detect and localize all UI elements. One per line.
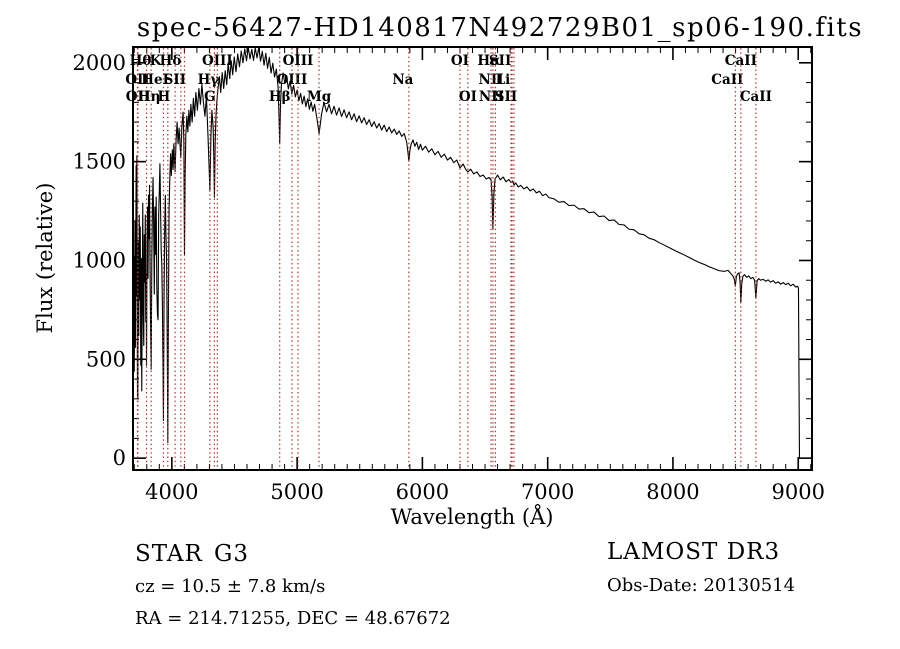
spectral-line-label-Hθ-3798: Hθ (130, 53, 152, 69)
spectral-line-label-Hδ-4101: Hδ (160, 53, 182, 69)
y-axis-title: Flux (relative) (33, 183, 57, 334)
y-tick-label: 1000 (73, 248, 126, 272)
spectral-line-label-G-4304: G (204, 89, 216, 105)
spectral-line-label-OI-6300: OI (451, 53, 469, 69)
spectral-line-label-CaII-8662: CaII (740, 89, 772, 105)
y-tick-label: 1500 (73, 150, 126, 174)
spectral-line-label-Hγ-4340: Hγ (198, 72, 220, 88)
spectral-line-label-SII-4072: SII (164, 72, 186, 88)
spectral-line-label-OI-6363: OI (459, 89, 477, 105)
spectral-line-label-OII-3729: OII (126, 89, 150, 105)
spectral-line-label-OIII-4959: OIII (277, 72, 308, 88)
y-tick-label: 0 (113, 446, 126, 470)
plot-frame (132, 46, 813, 471)
spectrum-trace (132, 46, 801, 459)
spectral-line-label-Hβ-4861: Hβ (269, 89, 291, 105)
spectral-line-label-H-3968: H (157, 89, 170, 105)
x-tick-label: 8000 (646, 480, 699, 504)
spectral-line-label-K-3933: K (150, 53, 163, 69)
spectral-line-label-Li-6707: Li (496, 72, 511, 88)
x-tick-label: 7000 (521, 480, 574, 504)
spectral-line-label-NII-6583: NII (479, 89, 504, 105)
spectral-line-label-NII-6548: NII (479, 72, 504, 88)
plot-area: 4000 5000 6000 7000 8000 9000 0 500 1000 1500 2000… (73, 46, 825, 504)
obs-date-text: Obs-Date: 20130514 (607, 575, 795, 596)
x-axis-title: Wavelength (Å) (391, 504, 554, 529)
spectral-line-label-SII-6731: SII (495, 89, 517, 105)
x-tick-label: 9000 (771, 480, 824, 504)
spectral-line-label-Na-5892: Na (392, 72, 413, 88)
x-tick-label: 4000 (145, 480, 198, 504)
cz-velocity-text: cz = 10.5 ± 7.8 km/s (135, 576, 325, 597)
spectral-line-label-OIII-5007: OIII (283, 53, 314, 69)
spectral-line-label-Mg-5175: Mg (307, 89, 332, 105)
spectral-line-label-CaII-8498: CaII (711, 72, 743, 88)
spectral-line-label-CaII-8542: CaII (725, 53, 757, 69)
survey-release-label: LAMOST DR3 (607, 539, 780, 565)
y-tick-label: 2000 (73, 51, 126, 75)
object-class-label: STAR (135, 541, 203, 567)
y-tick-label: 500 (86, 347, 126, 371)
spectral-line-label-OIII-4363: OIII (202, 53, 233, 69)
spectral-line-label-Hη-3835: Hη (138, 89, 161, 105)
figure-title: spec-56427-HD140817N492729B01_sp06-190.f… (137, 13, 863, 43)
spectral-line-label-HeI-4026: HeI (141, 72, 169, 88)
spectral-line-label-SII-6716: SII (489, 53, 511, 69)
x-tick-label: 6000 (396, 480, 449, 504)
ra-dec-text: RA = 214.71255, DEC = 48.67672 (135, 608, 451, 629)
spectral-line-label-OII-3726: OII (125, 72, 149, 88)
object-subclass-label: G3 (214, 541, 249, 567)
x-tick-label: 5000 (270, 480, 323, 504)
